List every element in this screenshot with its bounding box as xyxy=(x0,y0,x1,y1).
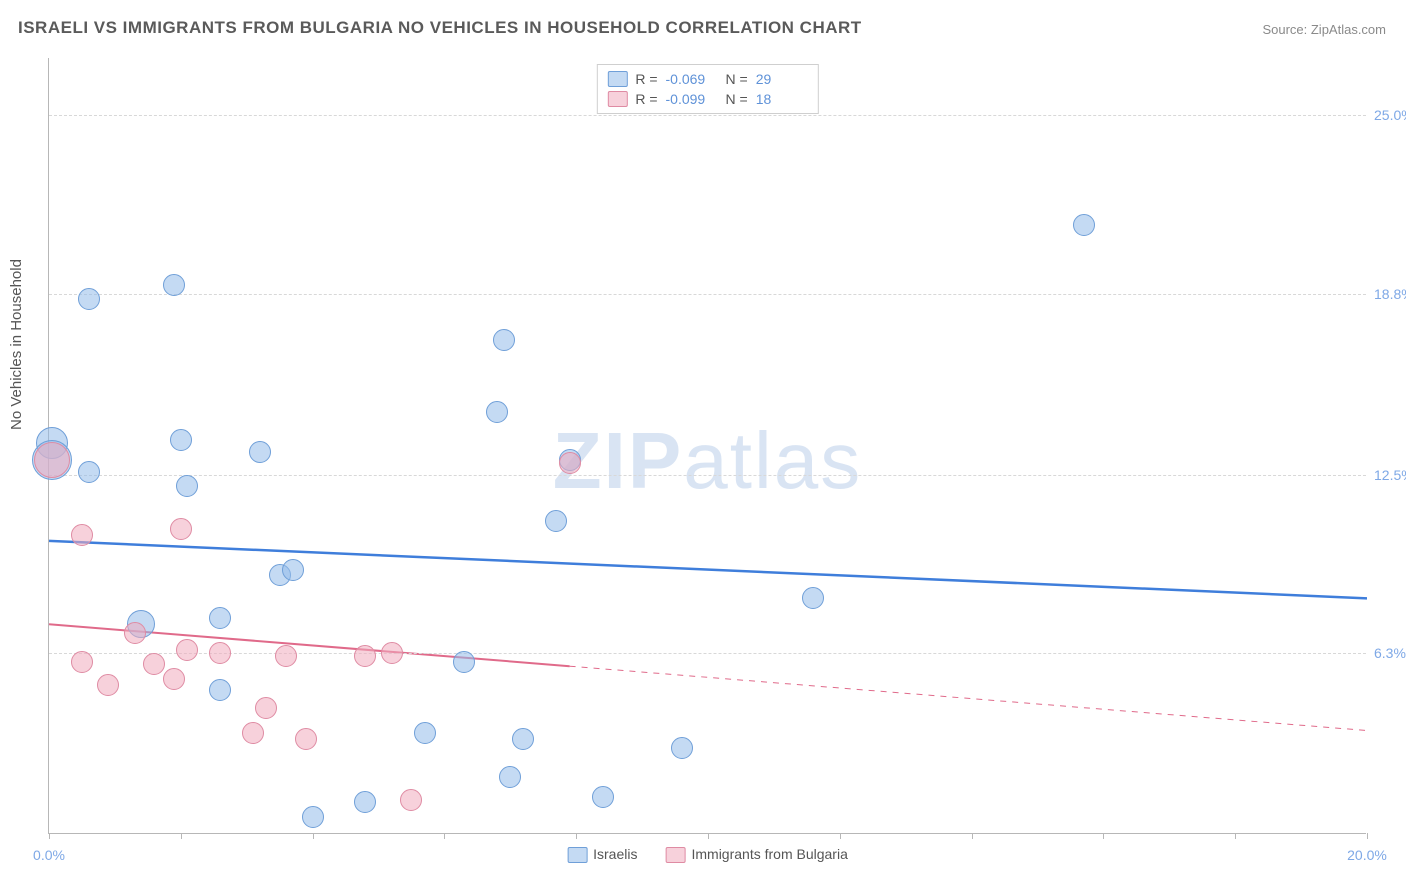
legend-r-prefix: R = xyxy=(635,71,657,87)
data-point-israelis xyxy=(499,766,521,788)
legend-swatch-bulgaria xyxy=(607,91,627,107)
legend-row-bulgaria: R = -0.099 N = 18 xyxy=(607,89,807,109)
source-attribution: Source: ZipAtlas.com xyxy=(1262,22,1386,37)
data-point-bulgaria xyxy=(170,518,192,540)
x-tick-mark xyxy=(181,833,182,839)
legend-label-israelis: Israelis xyxy=(593,846,637,862)
x-tick-mark xyxy=(49,833,50,839)
data-point-bulgaria xyxy=(559,452,581,474)
legend-r-value-bulgaria: -0.099 xyxy=(666,91,718,107)
data-point-bulgaria xyxy=(381,642,403,664)
data-point-bulgaria xyxy=(71,524,93,546)
data-point-bulgaria xyxy=(295,728,317,750)
data-point-israelis xyxy=(282,559,304,581)
data-point-israelis xyxy=(209,679,231,701)
data-point-israelis xyxy=(163,274,185,296)
data-point-israelis xyxy=(78,461,100,483)
data-point-bulgaria xyxy=(255,697,277,719)
data-point-israelis xyxy=(545,510,567,532)
scatter-plot-area: ZIPatlas R = -0.069 N = 29 R = -0.099 N … xyxy=(48,58,1366,834)
y-tick-label: 25.0% xyxy=(1374,107,1406,123)
legend-row-israelis: R = -0.069 N = 29 xyxy=(607,69,807,89)
data-point-bulgaria xyxy=(71,651,93,673)
x-tick-mark xyxy=(1103,833,1104,839)
x-tick-mark xyxy=(708,833,709,839)
watermark-light: atlas xyxy=(683,416,862,505)
data-point-israelis xyxy=(249,441,271,463)
legend-item-bulgaria: Immigrants from Bulgaria xyxy=(665,846,847,863)
x-tick-label: 0.0% xyxy=(33,847,65,863)
x-tick-mark xyxy=(1367,833,1368,839)
y-tick-label: 18.8% xyxy=(1374,286,1406,302)
x-tick-label: 20.0% xyxy=(1347,847,1387,863)
legend-label-bulgaria: Immigrants from Bulgaria xyxy=(691,846,847,862)
legend-n-prefix: N = xyxy=(726,71,748,87)
legend-r-prefix: R = xyxy=(635,91,657,107)
data-point-bulgaria xyxy=(97,674,119,696)
data-point-israelis xyxy=(170,429,192,451)
data-point-israelis xyxy=(592,786,614,808)
data-point-bulgaria xyxy=(209,642,231,664)
gridline-h xyxy=(49,475,1366,476)
chart-title: ISRAELI VS IMMIGRANTS FROM BULGARIA NO V… xyxy=(18,18,862,38)
source-prefix: Source: xyxy=(1262,22,1310,37)
trend-line-dashed-bulgaria xyxy=(570,666,1367,730)
legend-n-value-bulgaria: 18 xyxy=(756,91,808,107)
data-point-israelis xyxy=(176,475,198,497)
data-point-israelis xyxy=(78,288,100,310)
series-legend: Israelis Immigrants from Bulgaria xyxy=(567,846,848,863)
data-point-israelis xyxy=(512,728,534,750)
gridline-h xyxy=(49,115,1366,116)
data-point-bulgaria xyxy=(242,722,264,744)
data-point-israelis xyxy=(302,806,324,828)
x-tick-mark xyxy=(972,833,973,839)
x-tick-mark xyxy=(576,833,577,839)
legend-swatch-israelis xyxy=(607,71,627,87)
data-point-israelis xyxy=(354,791,376,813)
x-tick-mark xyxy=(313,833,314,839)
y-axis-label: No Vehicles in Household xyxy=(8,259,25,430)
data-point-israelis xyxy=(414,722,436,744)
data-point-bulgaria xyxy=(143,653,165,675)
data-point-israelis xyxy=(453,651,475,673)
data-point-bulgaria xyxy=(176,639,198,661)
data-point-bulgaria xyxy=(163,668,185,690)
x-tick-mark xyxy=(1235,833,1236,839)
data-point-israelis xyxy=(486,401,508,423)
data-point-israelis xyxy=(209,607,231,629)
data-point-bulgaria xyxy=(354,645,376,667)
source-link[interactable]: ZipAtlas.com xyxy=(1311,22,1386,37)
y-tick-label: 12.5% xyxy=(1374,467,1406,483)
data-point-bulgaria xyxy=(400,789,422,811)
x-tick-mark xyxy=(444,833,445,839)
data-point-bulgaria xyxy=(34,442,70,478)
data-point-israelis xyxy=(802,587,824,609)
gridline-h xyxy=(49,653,1366,654)
x-tick-mark xyxy=(840,833,841,839)
trend-line-israelis xyxy=(49,541,1367,598)
legend-swatch-israelis xyxy=(567,847,587,863)
data-point-bulgaria xyxy=(275,645,297,667)
data-point-israelis xyxy=(1073,214,1095,236)
legend-item-israelis: Israelis xyxy=(567,846,637,863)
y-tick-label: 6.3% xyxy=(1374,645,1406,661)
correlation-legend: R = -0.069 N = 29 R = -0.099 N = 18 xyxy=(596,64,818,114)
legend-n-prefix: N = xyxy=(726,91,748,107)
gridline-h xyxy=(49,294,1366,295)
legend-r-value-israelis: -0.069 xyxy=(666,71,718,87)
legend-n-value-israelis: 29 xyxy=(756,71,808,87)
data-point-bulgaria xyxy=(124,622,146,644)
data-point-israelis xyxy=(493,329,515,351)
data-point-israelis xyxy=(671,737,693,759)
legend-swatch-bulgaria xyxy=(665,847,685,863)
watermark-text: ZIPatlas xyxy=(553,415,862,507)
